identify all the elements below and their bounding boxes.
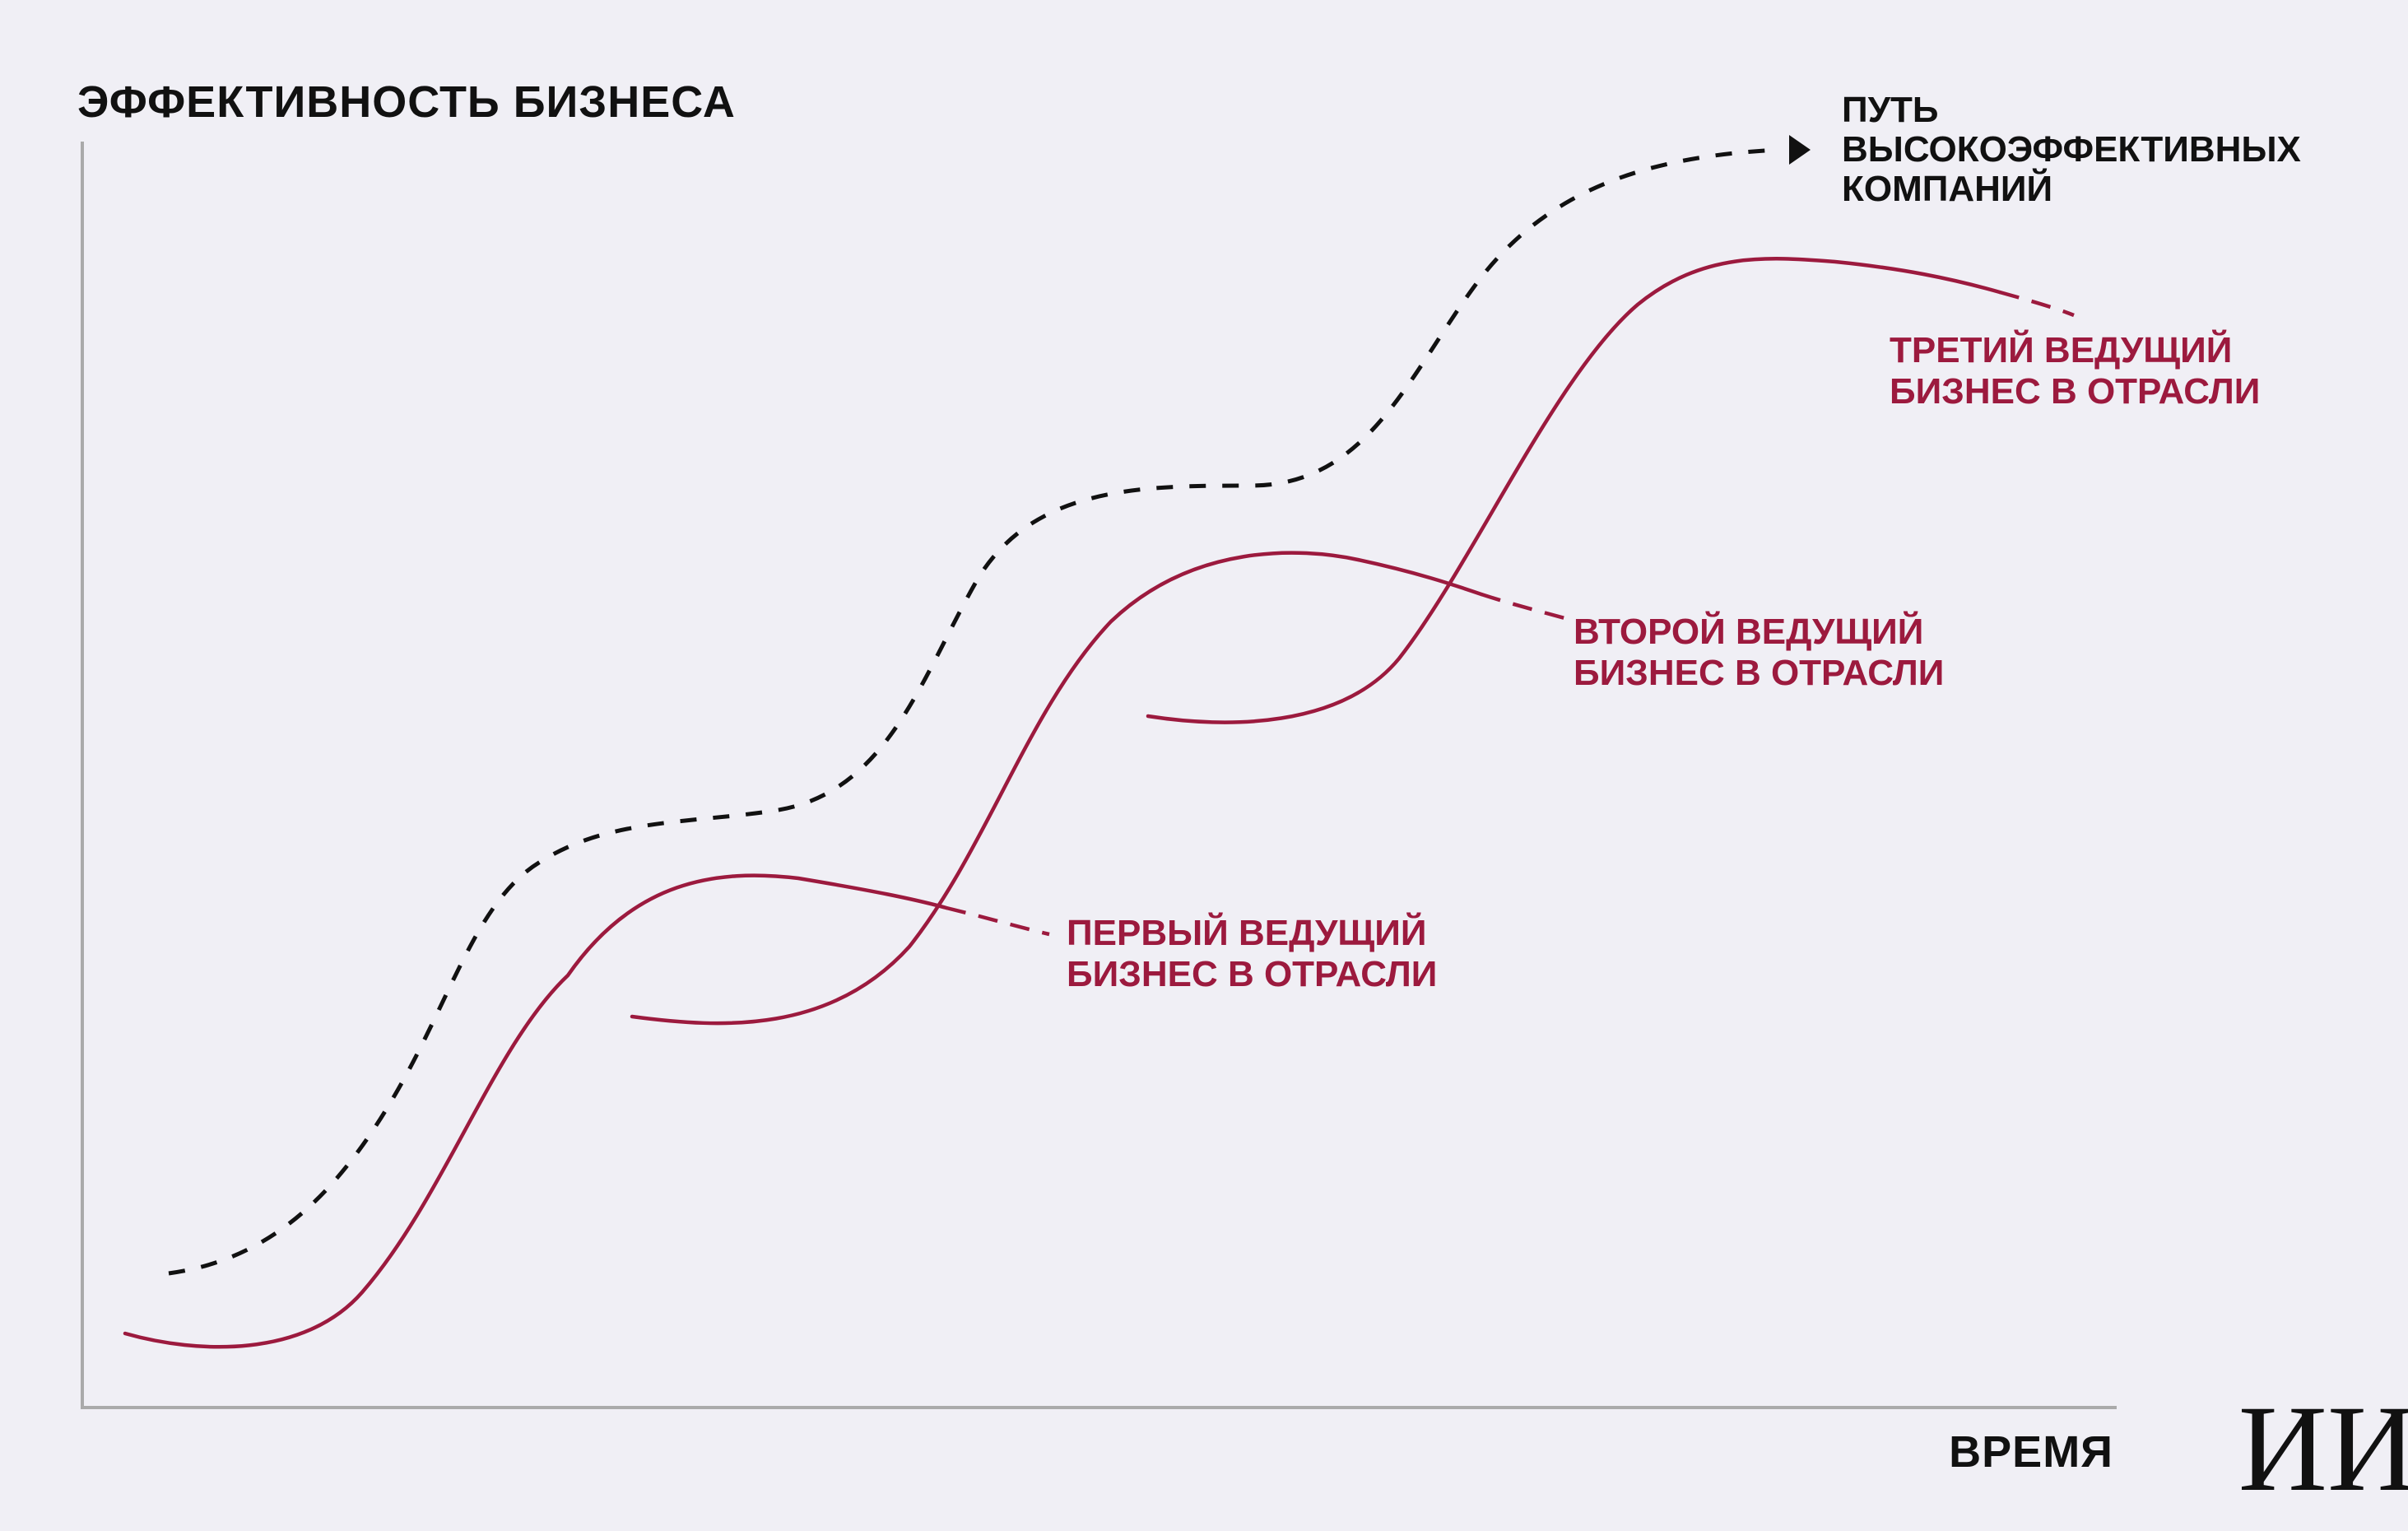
x-axis-title: ВРЕМЯ bbox=[1949, 1427, 2113, 1477]
business-curves bbox=[123, 257, 2075, 1349]
high-performance-path-curve bbox=[168, 147, 1778, 1276]
y-axis-title: ЭФФЕКТИВНОСТЬ БИЗНЕСА bbox=[77, 77, 736, 127]
path-label-line-2: ВЫСОКОЭФФЕКТИВНЫХ bbox=[1842, 129, 2301, 170]
third-business-label: ТРЕТИЙ ВЕДУЩИЙ БИЗНЕС В ОТРАСЛИ bbox=[1890, 328, 2260, 412]
high-performance-path bbox=[168, 135, 1811, 1276]
second-business-label-line-1: ВТОРОЙ ВЕДУЩИЙ bbox=[1574, 610, 1923, 652]
high-performance-path-arrowhead bbox=[1789, 135, 1811, 165]
third-business-curve bbox=[1146, 257, 2002, 724]
second-business-label: ВТОРОЙ ВЕДУЩИЙ БИЗНЕС В ОТРАСЛИ bbox=[1574, 610, 1944, 693]
first-business-curve bbox=[123, 873, 949, 1349]
second-business-tail bbox=[1481, 592, 1569, 621]
second-business-label-line-2: БИЗНЕС В ОТРАСЛИ bbox=[1574, 653, 1944, 693]
path-label-line-1: ПУТЬ bbox=[1842, 90, 1939, 130]
high-performance-path-label: ПУТЬ ВЫСОКОЭФФЕКТИВНЫХ КОМПАНИЙ bbox=[1842, 90, 2301, 209]
first-business-label: ПЕРВЫЙ ВЕДУЩИЙ БИЗНЕС В ОТРАСЛИ bbox=[1067, 911, 1437, 994]
path-label-line-3: КОМПАНИЙ bbox=[1842, 167, 2052, 209]
third-business-tail bbox=[1999, 290, 2075, 318]
first-business-label-line-2: БИЗНЕС В ОТРАСЛИ bbox=[1067, 954, 1437, 994]
second-business-curve bbox=[630, 551, 1484, 1026]
first-business-tail bbox=[946, 905, 1050, 937]
first-business-label-line-1: ПЕРВЫЙ ВЕДУЩИЙ bbox=[1067, 911, 1427, 953]
logo-mark: ИИ bbox=[2238, 1380, 2408, 1517]
logo: ИИ bbox=[2238, 1380, 2408, 1517]
third-business-label-line-1: ТРЕТИЙ ВЕДУЩИЙ bbox=[1890, 328, 2232, 370]
axes bbox=[81, 142, 2117, 1409]
third-business-label-line-2: БИЗНЕС В ОТРАСЛИ bbox=[1890, 371, 2260, 412]
